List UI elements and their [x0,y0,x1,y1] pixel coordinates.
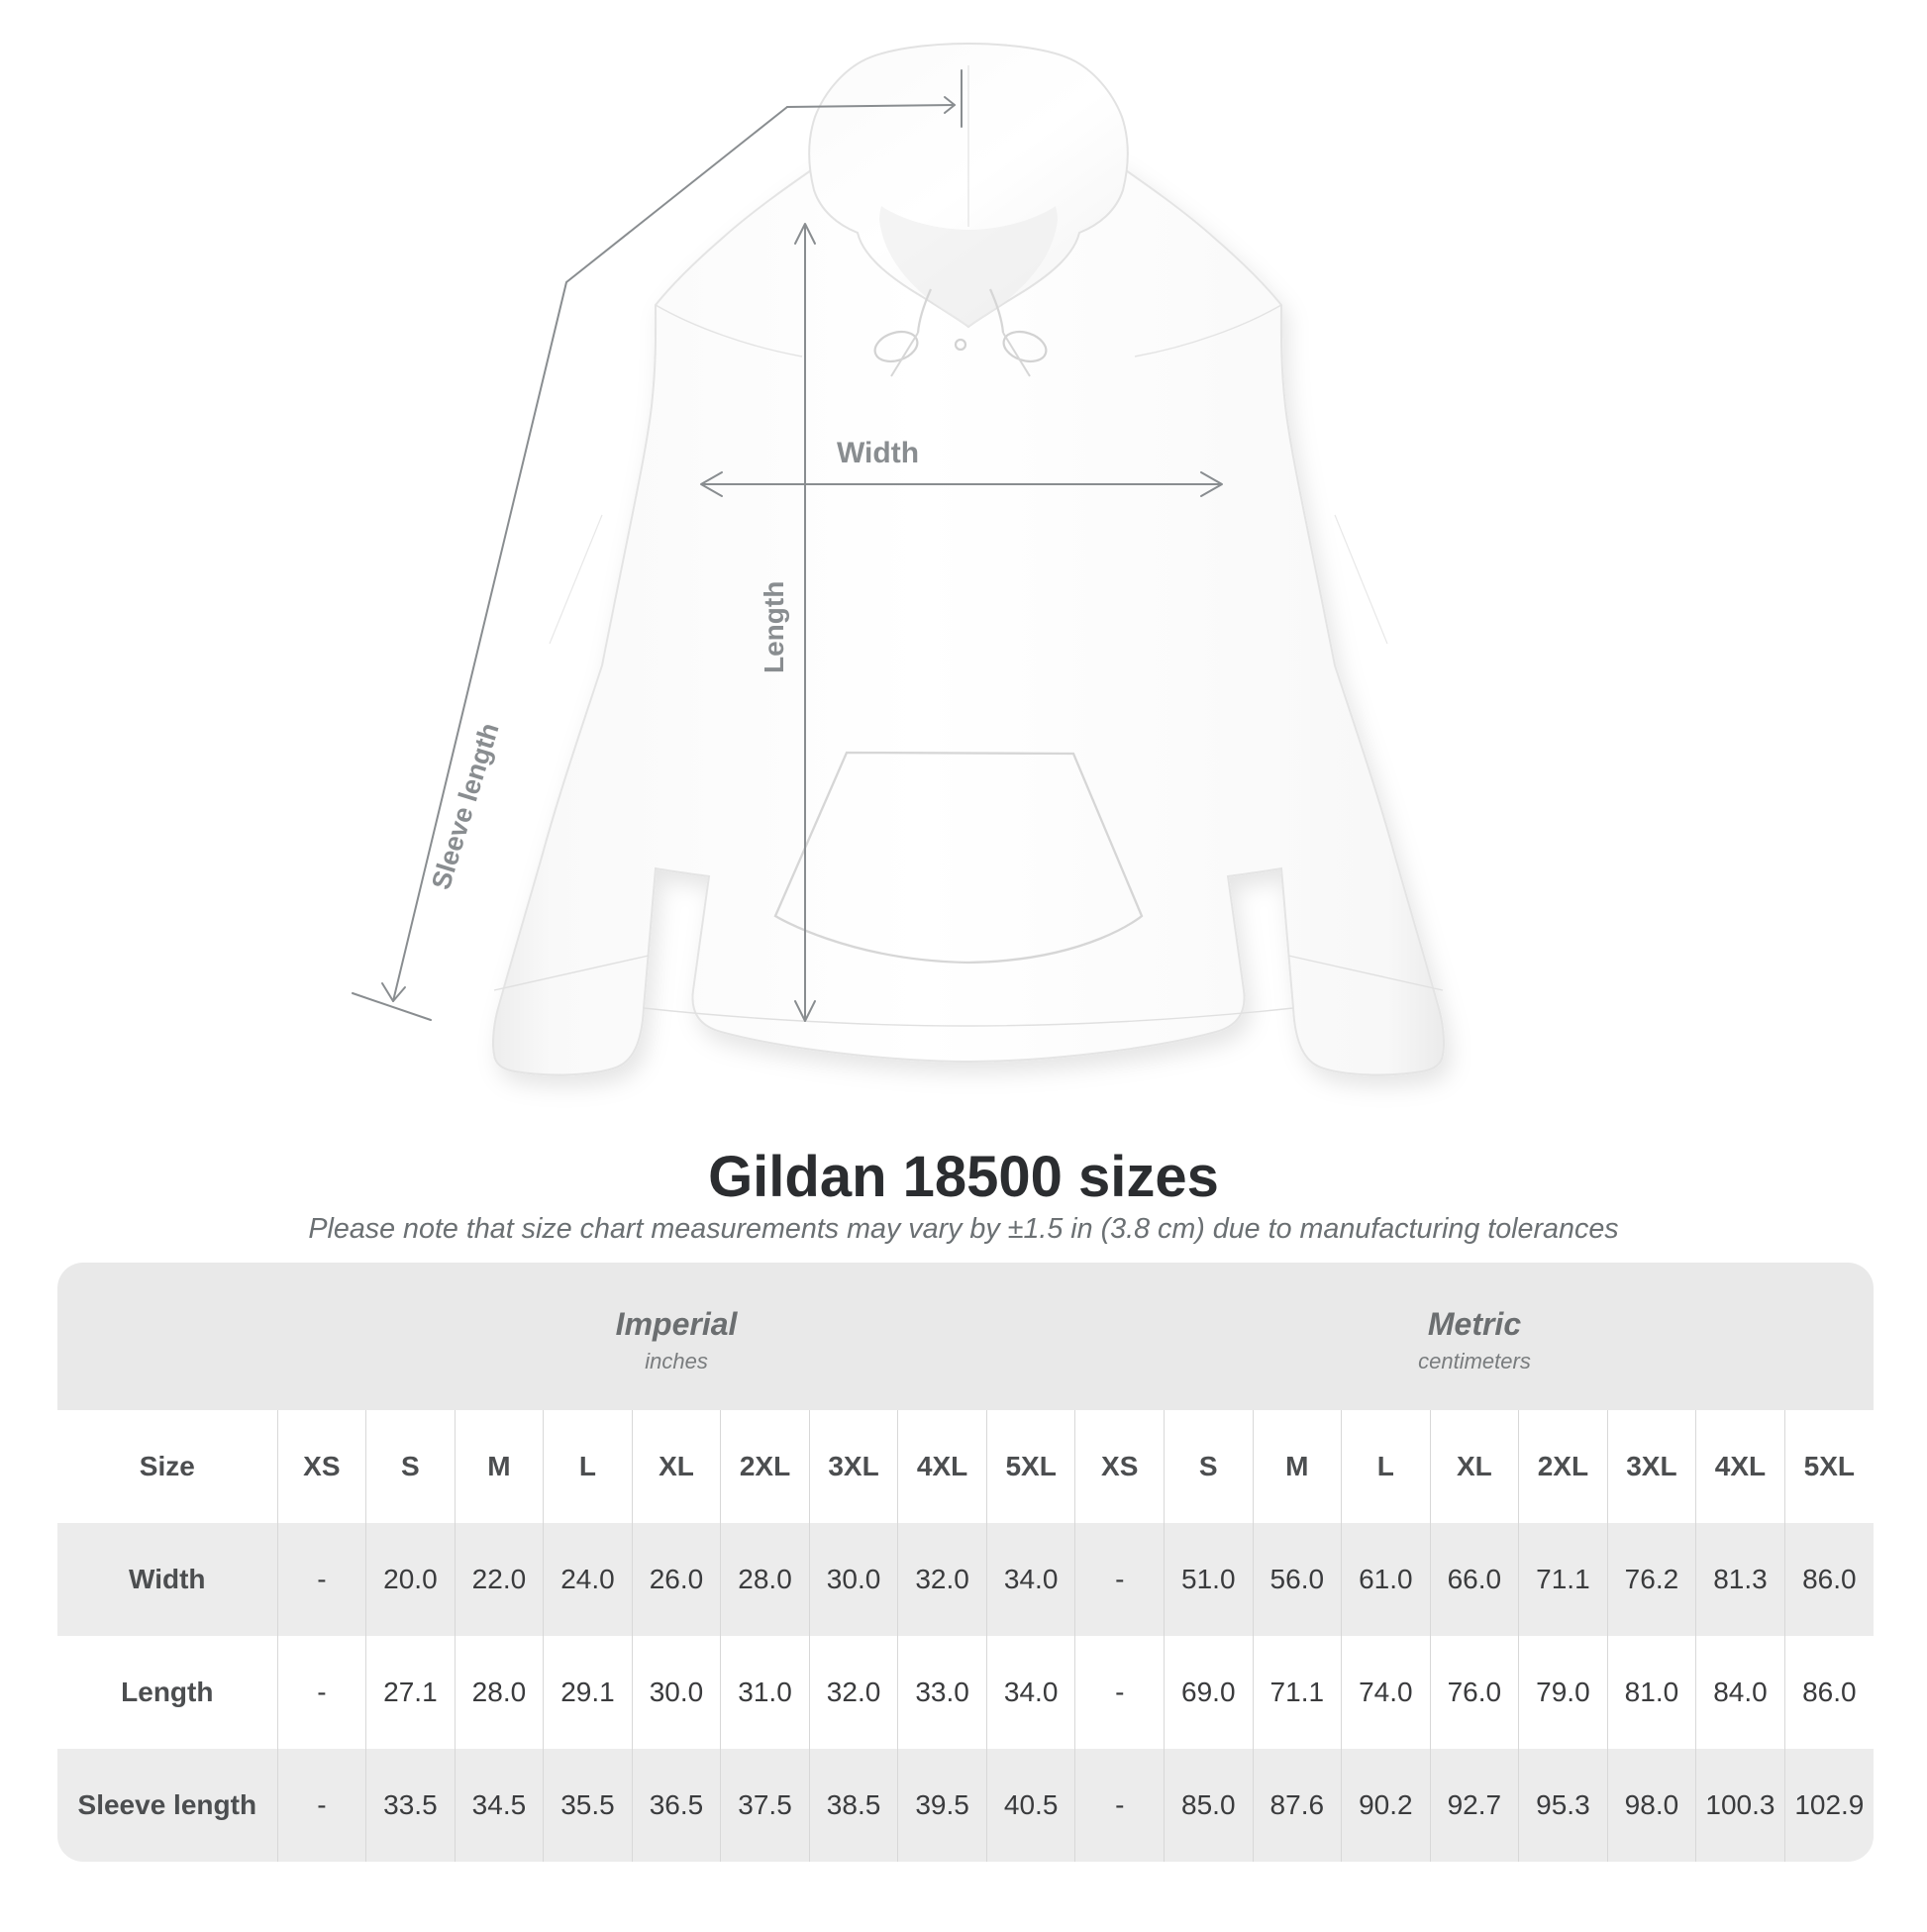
svg-text:Sleeve length: Sleeve length [426,720,505,893]
svg-text:Length: Length [759,581,789,673]
svg-text:Width: Width [837,437,919,469]
